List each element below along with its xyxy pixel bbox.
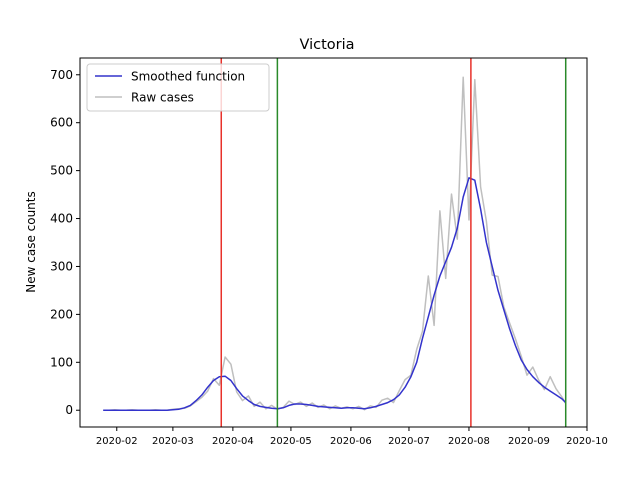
y-tick-label: 500 xyxy=(50,164,73,178)
legend-box xyxy=(86,63,270,112)
y-tick-label: 0 xyxy=(65,403,73,417)
legend-label-raw: Raw cases xyxy=(131,91,194,105)
x-tick-label: 2020-10 xyxy=(566,436,608,447)
x-tick-label: 2020-09 xyxy=(508,436,550,447)
x-tick-label: 2020-02 xyxy=(96,436,138,447)
x-tick-label: 2020-06 xyxy=(330,436,372,447)
y-tick-label: 200 xyxy=(50,307,73,321)
x-tick-label: 2020-05 xyxy=(270,436,312,447)
y-tick-label: 100 xyxy=(50,355,73,369)
x-tick-label: 2020-08 xyxy=(448,436,490,447)
y-tick-label: 400 xyxy=(50,212,73,226)
x-tick-label: 2020-07 xyxy=(388,436,430,447)
y-tick-label: 700 xyxy=(50,68,73,82)
legend: Smoothed function Raw cases xyxy=(86,63,270,112)
y-tick-label: 300 xyxy=(50,259,73,273)
plot-area xyxy=(103,58,567,427)
x-tick-label: 2020-04 xyxy=(212,436,254,447)
y-tick-label: 600 xyxy=(50,116,73,130)
axes-frame xyxy=(79,57,588,428)
legend-label-smoothed: Smoothed function xyxy=(131,70,245,84)
y-axis-label: New case counts xyxy=(24,191,38,293)
x-tick-label: 2020-03 xyxy=(152,436,194,447)
axes: 2020-02 2020-03 2020-04 2020-05 2020-06 2020-… xyxy=(50,57,608,447)
series-line-smoothed-function xyxy=(103,177,567,411)
chart-title: Victoria xyxy=(299,37,354,53)
